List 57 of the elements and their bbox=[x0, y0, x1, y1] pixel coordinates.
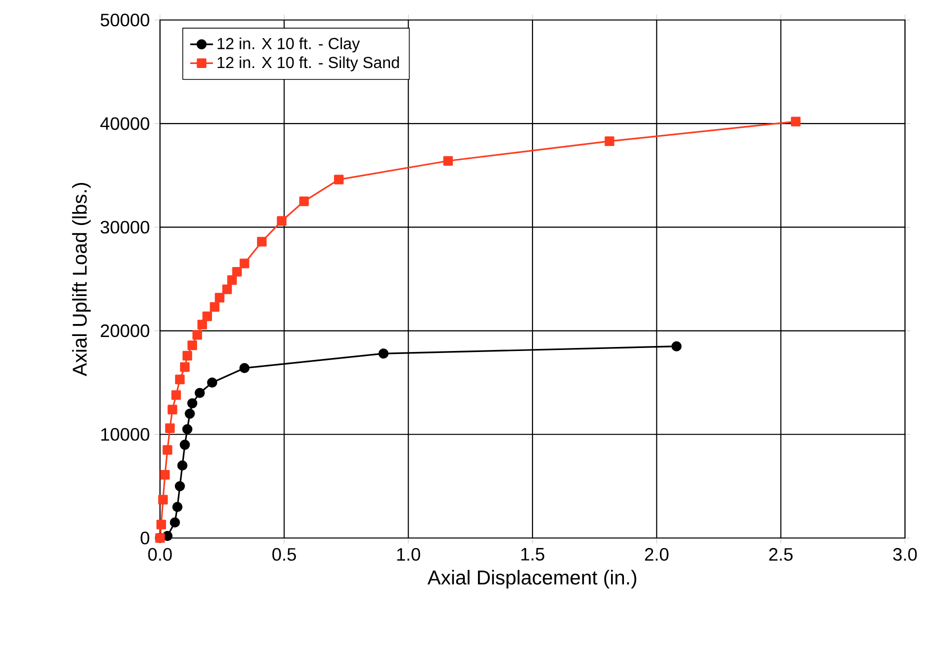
point bbox=[170, 517, 180, 528]
x-tick-label: 0.5 bbox=[272, 548, 296, 561]
x-tick-label: 2.0 bbox=[645, 548, 668, 561]
point bbox=[184, 408, 195, 419]
point bbox=[192, 330, 202, 340]
point bbox=[160, 470, 170, 480]
x-axis-title: Axial Displacement (in.) bbox=[428, 570, 636, 589]
y-tick-label: 10000 bbox=[101, 428, 150, 441]
x-tick-label: 0.0 bbox=[148, 548, 172, 561]
point bbox=[232, 266, 242, 277]
point bbox=[790, 116, 801, 126]
x-tick-label: 1.0 bbox=[397, 548, 420, 561]
x-tick-label: 2.5 bbox=[769, 548, 793, 561]
point bbox=[299, 196, 309, 206]
y-tick-label: 40000 bbox=[100, 117, 150, 130]
point bbox=[168, 404, 178, 414]
point bbox=[182, 424, 192, 434]
point bbox=[257, 236, 267, 246]
point bbox=[276, 216, 286, 226]
point bbox=[378, 348, 389, 359]
x-tick-label: 1.5 bbox=[521, 548, 544, 561]
point bbox=[172, 502, 182, 512]
point bbox=[171, 390, 181, 400]
point bbox=[165, 423, 175, 433]
point bbox=[177, 460, 188, 471]
point bbox=[214, 292, 224, 302]
point bbox=[227, 275, 237, 285]
y-axis-title: Axial Uplift Load (lbs.) bbox=[72, 183, 91, 376]
point bbox=[210, 302, 220, 312]
point bbox=[194, 388, 205, 398]
legend-label: 12 in. X 10 ft. - Clay bbox=[218, 38, 360, 52]
point bbox=[207, 378, 218, 388]
point bbox=[202, 311, 212, 322]
point bbox=[240, 258, 250, 268]
point bbox=[180, 362, 190, 372]
x-tick-label: 3.0 bbox=[893, 548, 917, 561]
point bbox=[162, 445, 172, 455]
point bbox=[604, 136, 614, 146]
point bbox=[671, 341, 682, 352]
point bbox=[156, 520, 166, 530]
y-tick-label: 50000 bbox=[100, 14, 150, 26]
point bbox=[187, 340, 198, 350]
legend-label: 12 in. X 10 ft. - Silty Sand bbox=[218, 56, 399, 72]
point bbox=[182, 350, 192, 360]
y-tick-label: 20000 bbox=[100, 324, 150, 338]
point bbox=[174, 481, 185, 492]
point bbox=[158, 494, 168, 504]
y-tick-label: 0 bbox=[140, 532, 150, 544]
point bbox=[187, 398, 198, 408]
point bbox=[443, 156, 453, 166]
point bbox=[180, 440, 190, 450]
point bbox=[239, 363, 250, 374]
point bbox=[222, 284, 232, 294]
point bbox=[175, 374, 185, 384]
point bbox=[334, 174, 344, 184]
y-tick-label: 30000 bbox=[100, 220, 150, 234]
point bbox=[197, 320, 208, 330]
